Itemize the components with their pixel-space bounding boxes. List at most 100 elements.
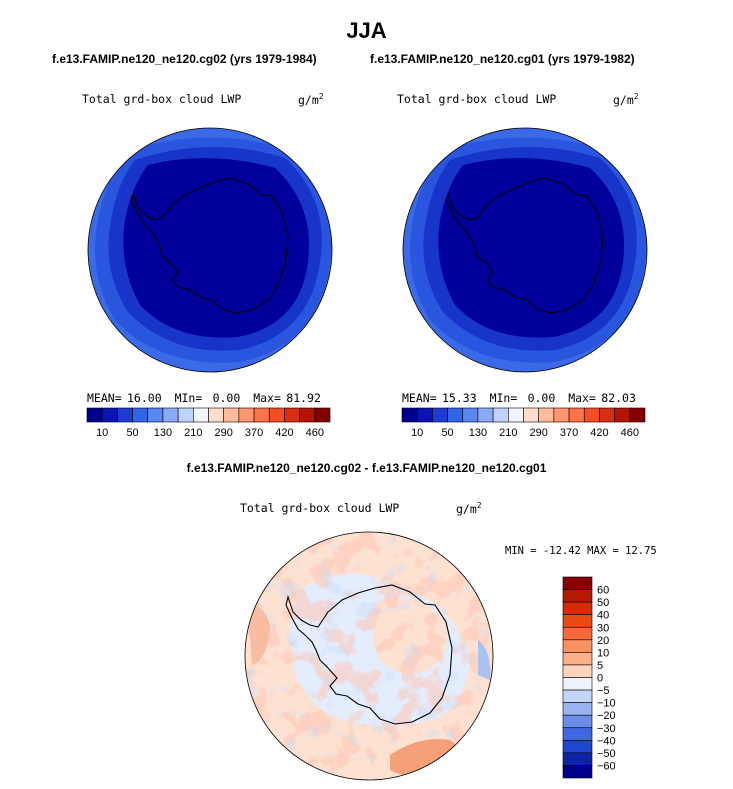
panel3-colorbar-tick-label: −10 xyxy=(597,698,616,710)
panel3-colorbar-swatch xyxy=(562,576,593,590)
panel2-colorbar-swatch xyxy=(492,407,509,423)
panel2-units: g/m2 xyxy=(613,92,639,107)
panel1-colorbar-tick-label: 10 xyxy=(96,427,108,439)
panel3-noise-cool xyxy=(245,532,493,780)
panel3-colorbar-swatch xyxy=(562,614,593,628)
panel2-colorbar-tick-label: 130 xyxy=(469,427,487,439)
panel3-colorbar-swatch xyxy=(562,589,593,603)
panel2-colorbar-tick-label: 50 xyxy=(441,427,453,439)
panel1-colorbar-swatch xyxy=(223,407,240,423)
panel2-map xyxy=(403,128,647,372)
panel2-colorbar-swatch xyxy=(614,407,631,423)
panel2-colorbar-swatch xyxy=(568,407,585,423)
panel2-stats: MEAN= 15.33 MIn= 0.00 Max= 82.03 xyxy=(402,391,636,405)
panel3-minmax: MIN = -12.42 MAX = 12.75 xyxy=(505,545,657,557)
panel3-colorbar-tick-label: 20 xyxy=(597,635,609,647)
panel2-colorbar-swatch xyxy=(583,407,600,423)
panel1-map xyxy=(88,128,332,372)
panel3-colorbar-tick-label: −40 xyxy=(597,735,616,747)
panel2-colorbar-swatch xyxy=(523,407,539,423)
panel1-antarctica-coastline xyxy=(131,177,289,314)
panel1-stats: MEAN= 16.00 MIn= 0.00 Max= 81.92 xyxy=(87,391,321,405)
panel3-colorbar-swatch xyxy=(562,752,593,766)
panel3-colorbar-tick-label: −5 xyxy=(597,685,610,697)
panel1-colorbar-tick-label: 130 xyxy=(154,427,172,439)
panel3-colorbar-tick-label: 60 xyxy=(597,585,609,597)
panel1-colorbar-swatch xyxy=(268,407,285,423)
panel3-colorbar-tick-label: −30 xyxy=(597,723,616,735)
panel3-colorbar-swatch xyxy=(562,702,593,716)
panel3-colorbar-swatch xyxy=(562,677,593,691)
panel3-colorbar-tick-label: 5 xyxy=(597,660,603,672)
panel2-colorbar-swatch xyxy=(462,407,479,423)
panel1-colorbar-swatch xyxy=(177,407,194,423)
panel3-units: g/m2 xyxy=(456,501,482,516)
panel2-colorbar-swatch xyxy=(447,407,464,423)
panel2-colorbar-swatch xyxy=(432,407,448,423)
panel1-colorbar-swatch xyxy=(117,407,133,423)
panel3-antarctica-coastline xyxy=(285,584,453,725)
panel2-colorbar-swatch xyxy=(538,407,555,423)
panel3-colorbar-swatch xyxy=(562,714,593,729)
panel1-colorbar-swatch xyxy=(147,407,164,423)
panel3-colorbar-tick-label: 30 xyxy=(597,622,609,634)
panel2-map-border xyxy=(402,127,648,373)
panel1-colorbar-swatch xyxy=(208,407,224,423)
panel1-colorbar-swatch xyxy=(299,407,316,423)
panel3-colorbar-tick-label: −50 xyxy=(597,748,616,760)
panel3-variable-title: Total grd-box cloud LWP xyxy=(240,501,400,515)
panel3-colorbar-swatch xyxy=(562,740,593,754)
panel1-colorbar-tick-label: 290 xyxy=(215,427,233,439)
panel2-colorbar-tick-label: 370 xyxy=(560,427,578,439)
panel3-colorbar-swatch xyxy=(562,765,593,779)
panel3-colorbar-swatch xyxy=(562,727,593,741)
left-run-subtitle: f.e13.FAMIP.ne120_ne120.cg02 (yrs 1979-1… xyxy=(52,52,317,66)
panel2-colorbar-swatch xyxy=(629,407,646,423)
panel3-colorbar-swatch xyxy=(562,626,593,641)
panel3-east-anomaly xyxy=(478,640,491,680)
panel2-colorbar-tick-label: 420 xyxy=(590,427,608,439)
panel2-colorbar-swatch xyxy=(401,407,418,423)
panel1-colorbar-tick-label: 420 xyxy=(275,427,293,439)
panel1-colorbar-swatch xyxy=(193,407,209,423)
panel2-band-core xyxy=(438,158,625,338)
panel2-colorbar-swatch xyxy=(416,407,433,423)
panel1-colorbar-swatch xyxy=(238,407,255,423)
right-run-subtitle: f.e13.FAMIP.ne120_ne120.cg01 (yrs 1979-1… xyxy=(370,52,635,66)
panel1-units: g/m2 xyxy=(298,92,324,107)
panel3-colorbar-swatch xyxy=(562,689,593,703)
panel1-colorbar-swatch xyxy=(101,407,118,423)
panel2-colorbar-tick-label: 10 xyxy=(411,427,423,439)
panel2-colorbar-tick-label: 460 xyxy=(621,427,639,439)
panel1-colorbar-tick-label: 210 xyxy=(184,427,202,439)
panel3-colorbar-tick-label: 0 xyxy=(597,673,603,685)
panel3-colorbar-swatch xyxy=(562,639,593,653)
panel1-colorbar-swatch xyxy=(86,407,103,423)
panel1-colorbar: 10 50 130 210 290 370 420 460 xyxy=(86,407,331,439)
panel3-map xyxy=(245,532,493,780)
panel2-antarctica-coastline xyxy=(446,177,604,314)
panel2-variable-title: Total grd-box cloud LWP xyxy=(397,92,557,106)
panel1-colorbar-tick-label: 370 xyxy=(245,427,263,439)
panel3-colorbar-tick-label: 40 xyxy=(597,610,609,622)
panel2-colorbar-swatch xyxy=(477,407,494,423)
panel1-colorbar-swatch xyxy=(253,407,270,423)
panel1-colorbar-swatch xyxy=(314,407,331,423)
panel3-colorbar-tick-label: −60 xyxy=(597,760,616,772)
panel1-colorbar-swatch xyxy=(162,407,179,423)
panel1-colorbar-swatch xyxy=(284,407,300,423)
panel3-colorbar-swatch xyxy=(562,601,593,615)
panel3-colorbar-swatch xyxy=(562,652,593,666)
panel3-west-anomaly xyxy=(248,607,270,665)
panel2-colorbar-tick-label: 290 xyxy=(530,427,548,439)
panel3-colorbar-tick-label: 10 xyxy=(597,647,609,659)
panel2-colorbar-swatch xyxy=(508,407,524,423)
panel1-map-border xyxy=(87,127,333,373)
figure-title: JJA xyxy=(346,18,387,43)
panel3-colorbar-tick-label: 50 xyxy=(597,597,609,609)
panel1-colorbar-tick-label: 50 xyxy=(126,427,138,439)
panel2-colorbar-swatch xyxy=(599,407,615,423)
panel3-colorbar-swatch xyxy=(562,664,593,678)
difference-subtitle: f.e13.FAMIP.ne120_ne120.cg02 - f.e13.FAM… xyxy=(186,461,547,475)
